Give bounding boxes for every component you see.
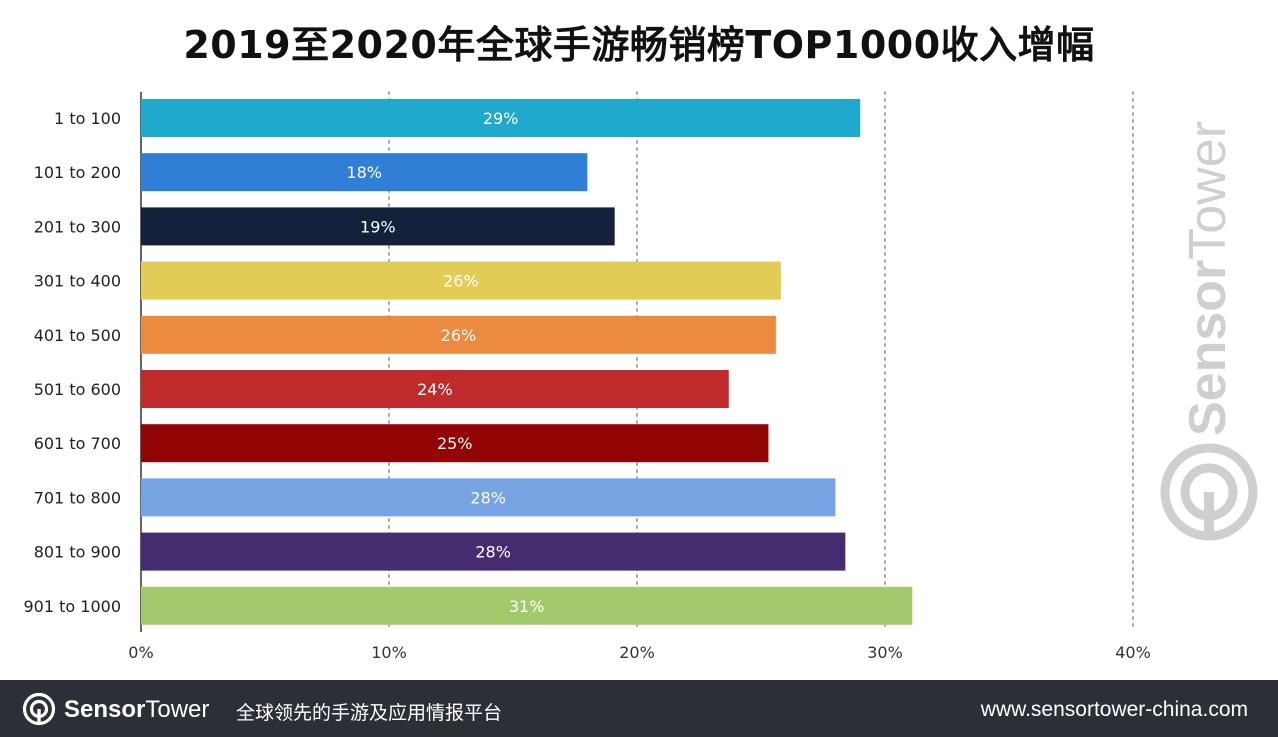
bar-data-label: 26% xyxy=(441,326,477,345)
category-label: 101 to 200 xyxy=(34,163,121,182)
bar xyxy=(141,99,861,137)
x-tick-label: 0% xyxy=(128,643,153,662)
x-tick-label: 30% xyxy=(867,643,903,662)
bar xyxy=(141,424,769,463)
bar xyxy=(141,315,776,354)
bar xyxy=(141,207,615,246)
footer-url: www.sensortower-china.com xyxy=(980,698,1248,721)
bar xyxy=(141,261,781,300)
footer-brand: SensorTower xyxy=(64,696,210,723)
bar xyxy=(141,478,836,517)
footer-slogan: 全球领先的手游及应用情报平台 xyxy=(236,702,503,724)
category-label: 801 to 900 xyxy=(34,543,121,562)
bar-data-label: 28% xyxy=(470,488,506,507)
category-label: 501 to 600 xyxy=(34,380,121,399)
x-tick-labels: 0% 10% 20% 30% 40% xyxy=(128,643,1150,662)
bar-data-label: 29% xyxy=(483,109,519,128)
category-label: 1 to 100 xyxy=(54,109,121,128)
footer-bar: SensorTower 全球领先的手游及应用情报平台 www.sensortow… xyxy=(0,680,1278,737)
category-labels: 1 to 100 101 to 200 201 to 300 301 to 400 40… xyxy=(24,109,122,616)
bar xyxy=(141,586,913,625)
category-label: 201 to 300 xyxy=(34,217,121,236)
bar-data-label: 24% xyxy=(417,380,453,399)
category-label: 701 to 800 xyxy=(34,488,121,507)
bar xyxy=(141,532,846,571)
watermark-logo-icon xyxy=(1160,443,1258,541)
bar-data-label: 19% xyxy=(360,217,396,236)
bar xyxy=(141,370,729,408)
category-label: 901 to 1000 xyxy=(24,597,122,616)
bar-data-label: 18% xyxy=(346,163,382,182)
bars: 29% 18% 19% 26% 26% 24% 25% 28% 28% 31% xyxy=(141,99,913,625)
category-label: 601 to 700 xyxy=(34,434,121,453)
bar-data-label: 25% xyxy=(437,434,473,453)
bar xyxy=(141,153,588,192)
x-tick-label: 40% xyxy=(1115,643,1151,662)
bar-data-label: 26% xyxy=(443,272,479,291)
category-label: 401 to 500 xyxy=(34,326,121,345)
sensortower-logo-icon xyxy=(22,692,56,726)
bar-data-label: 31% xyxy=(509,597,545,616)
x-tick-label: 10% xyxy=(371,643,407,662)
bar-chart: 29%18%19%26%26%24%25%28%28%31% 1 to 1001… xyxy=(24,91,1151,662)
watermark-text: SensorTower xyxy=(1179,120,1237,436)
x-tick-label: 20% xyxy=(619,643,655,662)
chart-title: 2019至2020年全球手游畅销榜TOP1000收入增幅 xyxy=(183,23,1095,67)
bar-data-label: 28% xyxy=(475,543,511,562)
category-label: 301 to 400 xyxy=(34,272,121,291)
